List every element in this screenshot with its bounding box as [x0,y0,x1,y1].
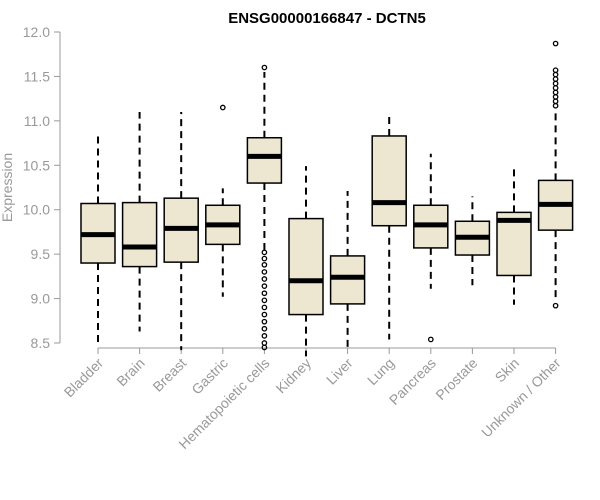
x-tick-label: Prostate [432,355,480,403]
outlier-point [261,344,268,351]
box-iqr [329,255,366,305]
outlier-point [261,318,268,325]
outlier-point [261,311,268,318]
x-tick-label: Liver [323,355,356,388]
outlier-point [552,302,559,309]
box-iqr [121,201,158,268]
box-group [371,111,407,340]
outlier-point [261,340,268,346]
x-tick-label: Unknown / Other [478,355,564,441]
box-iqr [496,211,532,277]
chart-title: ENSG00000166847 - DCTN5 [228,10,426,27]
x-tick-label: Skin [492,355,523,386]
outlier-point [261,283,268,289]
x-tick-label: Kidney [273,355,315,397]
y-tick-label: 10.0 [23,202,50,218]
outlier-point [261,249,268,256]
boxes [80,40,574,357]
x-tick-label: Lung [364,355,397,388]
y-tick-label: 11.5 [24,68,50,84]
outlier-point [219,104,226,111]
outlier-point [261,297,268,304]
box-iqr [246,136,283,184]
outlier-point [427,336,434,343]
outlier-point [261,261,268,268]
outlier-point [261,325,268,332]
y-tick-label: 10.5 [23,157,50,173]
outlier-point [552,67,559,74]
x-tick-label: Breast [149,355,189,395]
box-group [80,133,116,343]
box-group [413,153,449,343]
x-tick-label: Brain [113,355,147,389]
outlier-point [552,80,559,87]
box-group [496,165,532,305]
y-axis-label: Expression [0,153,15,222]
box-group [329,191,366,349]
outlier-point [261,64,268,71]
box-group [163,111,199,351]
outlier-point [261,255,268,262]
outlier-point [552,89,559,96]
box-group [288,166,324,357]
outlier-point [261,304,268,311]
box-group [121,111,158,332]
box-group [454,196,491,286]
y-tick-label: 9.5 [31,246,51,262]
outlier-point [261,269,268,275]
outlier-point [552,85,559,91]
x-tick-label: Bladder [61,355,107,401]
outlier-point [552,98,559,105]
outlier-point [552,76,559,82]
outlier-point [261,290,268,297]
box-iqr [371,135,407,227]
box-iqr [288,217,324,316]
box-group [537,40,574,309]
outlier-point [261,333,268,339]
y-tick-label: 8.5 [31,335,51,351]
box-group [246,64,283,351]
outlier-point [261,276,268,282]
box-group [205,104,241,297]
y-tick-label: 12.0 [23,24,50,40]
outlier-point [552,71,559,78]
y-tick-label: 11.0 [24,113,50,129]
y-tick-label: 9.0 [31,291,51,307]
outlier-point [552,40,559,47]
outlier-point [552,94,559,100]
outlier-point [552,102,559,109]
